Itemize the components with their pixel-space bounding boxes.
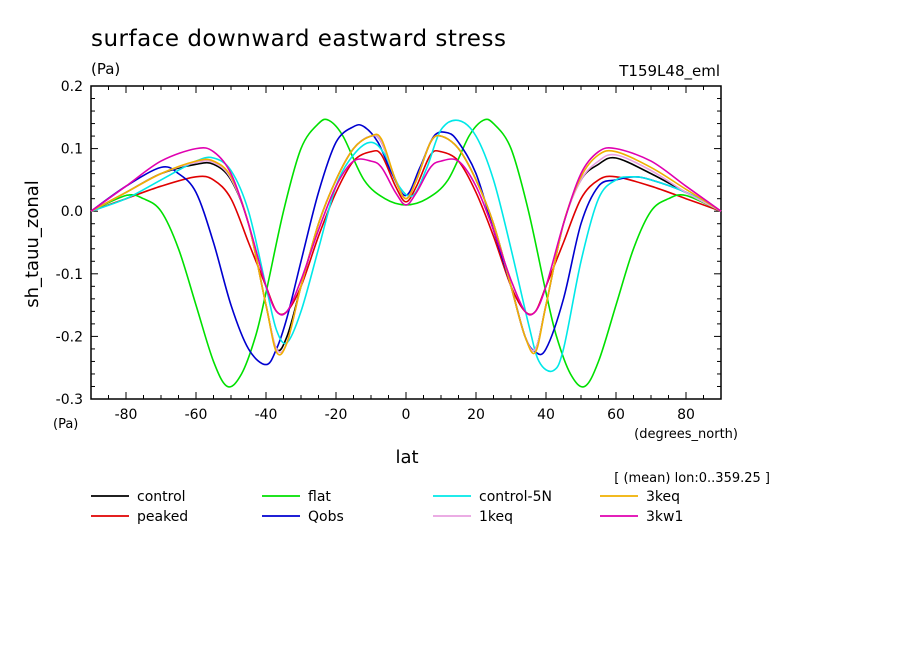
units-label-top: (Pa): [91, 60, 120, 78]
series-line-1keq: [90, 134, 722, 354]
legend-label-3keq: 3keq: [646, 489, 680, 505]
legend-label-flat: flat: [308, 489, 331, 505]
x-tick-label: -80: [115, 407, 138, 423]
x-tick-label: 80: [677, 407, 695, 423]
series-line-3keq: [90, 133, 722, 356]
axis-ticks: -80 -60 -40 -20 0 20 40 60 80 -0.3 -0.2 -0.1 0.0 0.1 0…: [56, 79, 722, 423]
y-tick-label: -0.2: [56, 329, 83, 345]
x-tick-label: -60: [185, 407, 208, 423]
x-tick-label: 60: [607, 407, 625, 423]
x-axis-units: (degrees_north): [634, 427, 738, 442]
legend-label-peaked: peaked: [137, 509, 188, 525]
series-line-peaked: [90, 149, 722, 316]
series-line-3kw1: [90, 146, 722, 316]
series-layer: [90, 118, 722, 388]
series-line-qobs: [90, 123, 722, 366]
legend-label-qobs: Qobs: [308, 509, 344, 525]
series-line-control: [90, 134, 722, 352]
x-tick-label: -20: [325, 407, 348, 423]
x-tick-label: 20: [467, 407, 485, 423]
units-label-bottom: (Pa): [53, 417, 78, 432]
y-tick-label: 0.0: [61, 204, 83, 220]
y-tick-label: -0.1: [56, 267, 83, 283]
y-tick-label: 0.1: [61, 142, 83, 158]
y-tick-label: 0.2: [61, 79, 83, 95]
x-tick-label: -40: [255, 407, 278, 423]
plot-frame: [90, 85, 722, 400]
series-line-flat: [90, 118, 722, 388]
y-axis-label: sh_tauu_zonal: [22, 180, 43, 308]
legend-label-control-5n: control-5N: [479, 489, 552, 505]
legend-label-3kw1: 3kw1: [646, 509, 683, 525]
legend: control peaked flat Qobs control-5N 1keq 3keq 3…: [91, 489, 683, 525]
x-axis-label: lat: [395, 447, 418, 468]
run-label: T159L48_eml: [618, 62, 720, 81]
series-line-control-5n: [90, 119, 722, 373]
x-tick-label: 0: [402, 407, 411, 423]
mean-note: [ (mean) lon:0..359.25 ]: [614, 471, 770, 486]
chart-title: surface downward eastward stress: [91, 26, 506, 52]
legend-label-control: control: [137, 489, 186, 505]
y-tick-label: -0.3: [56, 392, 83, 408]
x-tick-label: 40: [537, 407, 555, 423]
legend-label-1keq: 1keq: [479, 509, 513, 525]
